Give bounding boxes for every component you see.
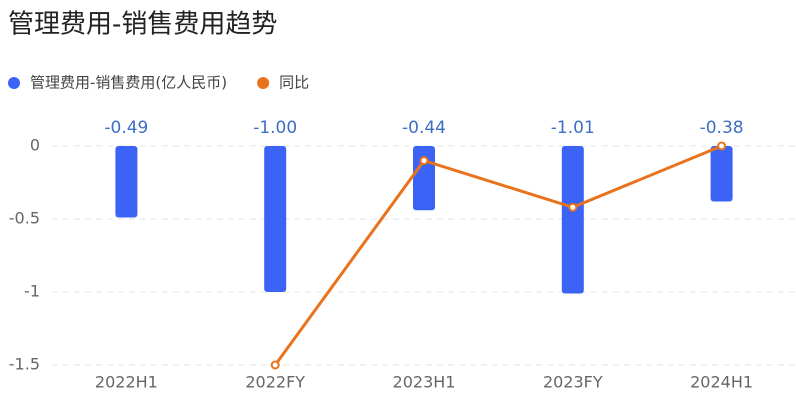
line (273, 144, 723, 366)
bar (710, 146, 733, 202)
legend-label: 同比 (279, 74, 309, 92)
y-tick-label: -0.5 (9, 209, 40, 228)
bar (115, 146, 138, 218)
y-tick-label: -1 (24, 282, 40, 301)
line-point (270, 360, 280, 370)
value-label: -0.38 (700, 118, 744, 138)
x-tick-label: 2022H1 (95, 373, 158, 392)
legend-marker (257, 77, 270, 89)
value-label: -0.49 (104, 118, 148, 138)
y-tick-label: 0 (30, 136, 40, 155)
x-tick-label: 2024H1 (690, 373, 753, 392)
bar (264, 146, 287, 292)
legend-label: 管理费用-销售费用(亿人民币) (30, 74, 227, 92)
bar (413, 146, 435, 211)
value-label: -1.00 (253, 118, 297, 138)
line-point (717, 141, 727, 151)
value-label: -1.01 (551, 118, 595, 138)
line-point (568, 202, 578, 212)
legend-marker (8, 77, 20, 89)
x-tick-label: 2023FY (543, 373, 603, 392)
bar (561, 146, 584, 294)
chart-title: 管理费用-销售费用趋势 (8, 10, 277, 40)
y-tick-label: -1.5 (9, 355, 40, 374)
x-tick-label: 2022FY (245, 373, 305, 392)
value-label: -0.44 (402, 118, 446, 138)
line-point (419, 156, 429, 166)
x-tick-label: 2023H1 (393, 373, 456, 392)
